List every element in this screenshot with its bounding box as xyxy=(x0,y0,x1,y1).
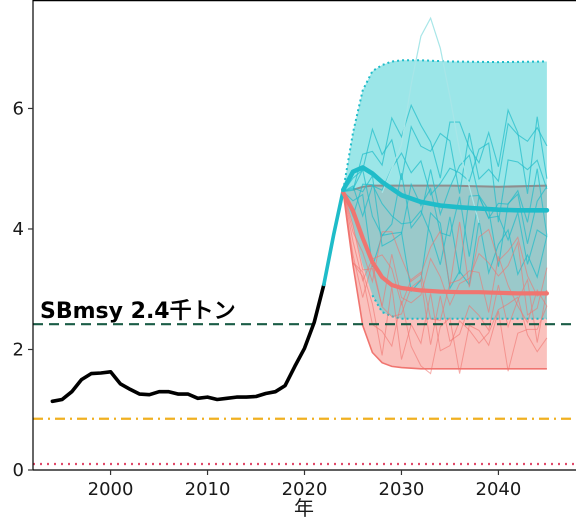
scenario-low-band-lower-edge xyxy=(342,192,547,370)
reference-lines xyxy=(33,323,576,466)
sample-trajectory-11 xyxy=(343,154,548,237)
sample-trajectory-spike xyxy=(381,16,480,224)
x-tick-label: 2000 xyxy=(88,479,134,500)
sample-trajectory-41 xyxy=(342,191,548,293)
sample-trajectory-23 xyxy=(342,183,548,275)
scenario-low-band-upper-edge xyxy=(352,184,547,191)
transition-line xyxy=(322,188,346,287)
y-tick-label: 4 xyxy=(13,219,24,240)
x-tick-label: 2010 xyxy=(185,479,231,500)
x-tick-label: 2040 xyxy=(476,479,522,500)
y-tick-label: 0 xyxy=(13,460,24,481)
sample-trajectory-127 xyxy=(342,191,548,360)
scenario-high-band-upper-edge xyxy=(342,59,547,190)
sample-trajectory-101 xyxy=(342,191,548,345)
scenario-low-median-line xyxy=(341,190,550,296)
scenario-high-median-line xyxy=(340,165,550,213)
x-tick-label: 2020 xyxy=(282,479,328,500)
y-tick-label: 6 xyxy=(13,98,24,119)
y-tick-label: 2 xyxy=(13,339,24,360)
sample-trajectory-73 xyxy=(343,103,548,194)
sample-trajectory-67 xyxy=(343,174,548,265)
x-tick-label: 2030 xyxy=(379,479,425,500)
axes: 0 2 4 6 2000 2010 2020 2030 2040 xyxy=(13,0,576,500)
scenario-high-band-lower-edge xyxy=(371,294,547,320)
historical-line xyxy=(50,282,326,404)
sample-trajectory-149 xyxy=(342,191,548,297)
sample-trajectory-59 xyxy=(343,142,548,223)
sample-trajectory-157 xyxy=(342,191,548,375)
sample-trajectory-37 xyxy=(342,122,548,194)
x-axis-title: 年 xyxy=(294,496,314,520)
series-lines xyxy=(50,165,550,404)
sample-trajectories xyxy=(342,16,548,375)
sbmsy-label: SBmsy 2.4千トン xyxy=(40,299,236,324)
